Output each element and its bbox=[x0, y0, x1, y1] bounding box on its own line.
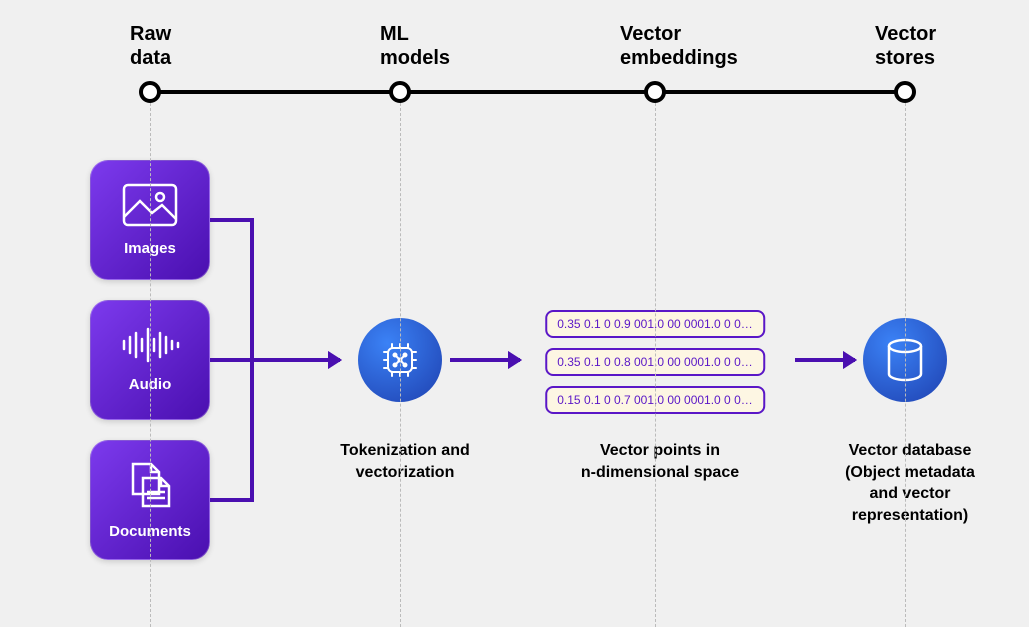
timeline-bar bbox=[150, 90, 905, 94]
timeline-guide bbox=[150, 103, 151, 627]
timeline-guide bbox=[400, 103, 401, 627]
connector bbox=[210, 498, 254, 502]
timeline-node bbox=[644, 81, 666, 103]
timeline-node bbox=[139, 81, 161, 103]
flow-arrow bbox=[250, 358, 340, 362]
timeline-node bbox=[894, 81, 916, 103]
vectors-caption: Vector points inn-dimensional space bbox=[575, 440, 745, 483]
connector bbox=[210, 218, 254, 222]
timeline-guide bbox=[655, 103, 656, 627]
timeline-label: Vectorembeddings bbox=[620, 22, 738, 70]
timeline-label: Vectorstores bbox=[875, 22, 936, 70]
timeline-label: Rawdata bbox=[130, 22, 171, 70]
flow-arrow bbox=[795, 358, 855, 362]
store-caption: Vector database(Object metadataand vecto… bbox=[830, 440, 990, 526]
timeline-label: MLmodels bbox=[380, 22, 450, 70]
timeline-node bbox=[389, 81, 411, 103]
ml-caption: Tokenization andvectorization bbox=[325, 440, 485, 483]
connector bbox=[210, 358, 254, 362]
timeline-guide bbox=[905, 103, 906, 627]
flow-arrow bbox=[450, 358, 520, 362]
